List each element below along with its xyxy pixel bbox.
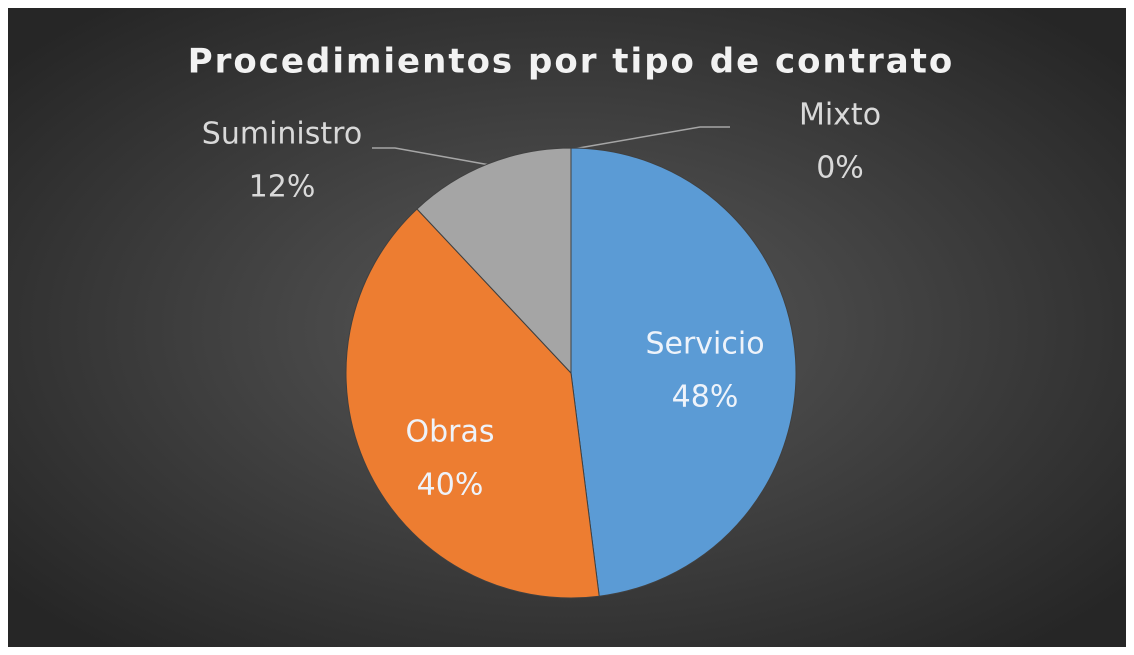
slice-label: Obras xyxy=(405,415,494,450)
slice-label: Suministro xyxy=(202,117,362,152)
slice-label: Servicio xyxy=(645,327,764,362)
chart-title: Procedimientos por tipo de contrato xyxy=(188,42,955,82)
slice-value-label: 48% xyxy=(672,380,739,415)
pie-slice xyxy=(345,208,600,599)
pie-slice xyxy=(416,147,572,375)
slice-value-label: 0% xyxy=(816,151,864,186)
slice-value-label: 40% xyxy=(417,468,484,503)
slice-value-label: 12% xyxy=(249,170,316,205)
leader-line xyxy=(572,126,730,150)
pie-slice xyxy=(570,147,797,597)
leader-line xyxy=(372,147,491,166)
slice-label: Mixto xyxy=(799,98,881,133)
